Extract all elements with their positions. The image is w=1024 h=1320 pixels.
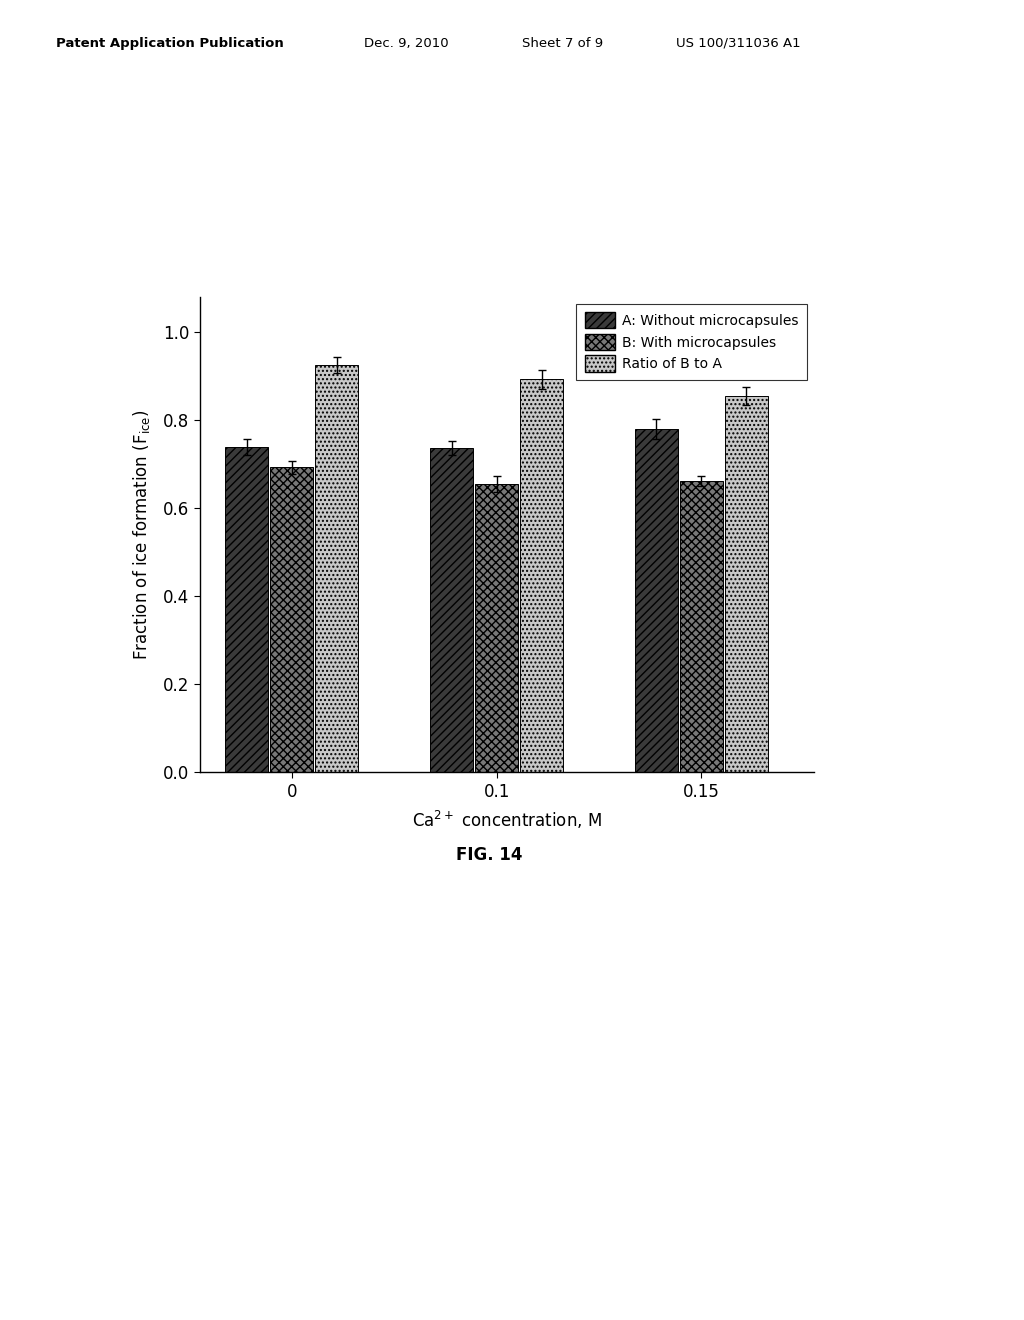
X-axis label: $\mathregular{Ca^{2+}}$ concentration, M: $\mathregular{Ca^{2+}}$ concentration, M — [412, 809, 602, 832]
Text: FIG. 14: FIG. 14 — [457, 846, 522, 865]
Text: Patent Application Publication: Patent Application Publication — [56, 37, 284, 50]
Bar — [430, 447, 473, 772]
Text: Sheet 7 of 9: Sheet 7 of 9 — [522, 37, 603, 50]
Bar — [315, 366, 358, 772]
Text: US 100/311036 A1: US 100/311036 A1 — [676, 37, 801, 50]
Bar — [725, 396, 768, 772]
Text: Dec. 9, 2010: Dec. 9, 2010 — [364, 37, 449, 50]
Bar — [520, 379, 563, 772]
Bar — [635, 429, 678, 772]
Legend: A: Without microcapsules, B: With microcapsules, Ratio of B to A: A: Without microcapsules, B: With microc… — [577, 304, 807, 380]
Bar — [270, 467, 313, 772]
Bar — [475, 484, 518, 772]
Bar — [680, 480, 723, 772]
Y-axis label: Fraction of ice formation ($\mathregular{F_{ice}}$): Fraction of ice formation ($\mathregular… — [131, 409, 152, 660]
Bar — [225, 446, 268, 772]
